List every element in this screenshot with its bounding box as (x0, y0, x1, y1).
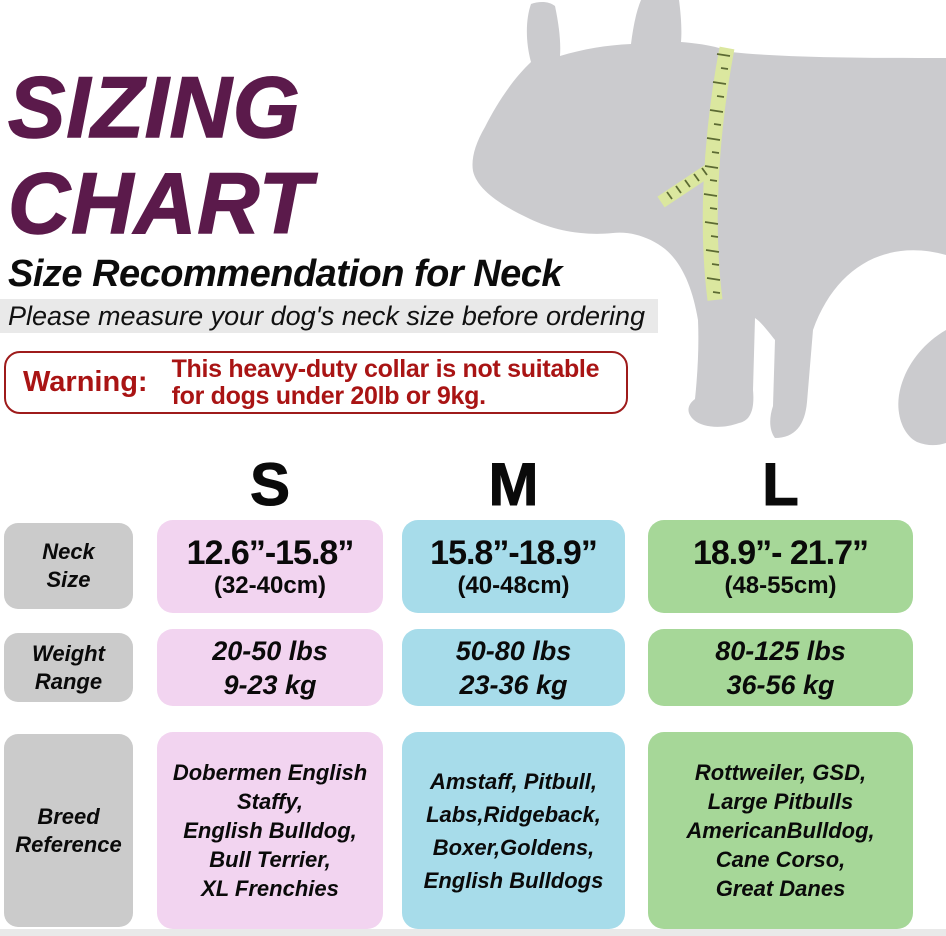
breed-line: Labs,Ridgeback, (426, 801, 601, 827)
subtitle: Size Recommendation for Neck (8, 253, 563, 295)
cell-neck-size-m: 15.8”-18.9” (40-48cm) (402, 520, 625, 613)
breed-line: Boxer,Goldens, (432, 834, 595, 860)
weight-lbs: 80-125 lbs (715, 635, 846, 666)
breed-line: Staffy, (236, 789, 304, 814)
title-line-1: SIZING (7, 59, 301, 157)
cell-weight-range-l: 80-125 lbs 36-56 kg (648, 629, 913, 706)
row-label-neck-size: Neck Size (4, 523, 133, 609)
row-label-weight-range: Weight Range (4, 633, 133, 702)
warning-label: Warning: (23, 366, 148, 398)
breed-line: Cane Corso, (715, 847, 846, 872)
weight-kg: 36-56 kg (726, 669, 835, 700)
neck-size-inches: 18.9”- 21.7” (692, 534, 869, 572)
dog-silhouette-with-measuring-tape-icon (472, 0, 946, 446)
row-label-breed-reference: Breed Reference (4, 734, 133, 927)
cell-weight-range-s: 20-50 lbs 9-23 kg (157, 629, 383, 706)
breed-line: Bull Terrier, (209, 847, 331, 872)
breed-line: English Bulldog, (183, 818, 357, 843)
cell-neck-size-s: 12.6”-15.8” (32-40cm) (157, 520, 383, 613)
neck-size-inches: 12.6”-15.8” (186, 534, 355, 572)
weight-lbs: 50-80 lbs (455, 635, 572, 666)
breed-line: English Bulldogs (423, 867, 604, 893)
column-header-m: M (488, 451, 539, 519)
weight-kg: 9-23 kg (223, 669, 317, 700)
warning-box: Warning: This heavy-duty collar is not s… (4, 351, 628, 414)
cell-weight-range-m: 50-80 lbs 23-36 kg (402, 629, 625, 706)
breed-line: Large Pitbulls (707, 789, 854, 814)
weight-kg: 23-36 kg (459, 669, 568, 700)
weight-lbs: 20-50 lbs (212, 635, 328, 666)
warning-line-1: This heavy-duty collar is not suitable (171, 354, 600, 383)
breed-line: Rottweiler, GSD, (694, 760, 867, 785)
breed-line: AmericanBulldog, (686, 818, 875, 843)
neck-size-inches: 15.8”-18.9” (430, 534, 598, 572)
title-line-2: CHART (7, 155, 313, 253)
cell-breed-reference-s: Dobermen English Staffy, English Bulldog… (157, 732, 383, 929)
warning-line-2: for dogs under 20lb or 9kg. (171, 381, 486, 410)
bottom-edge-strip (0, 929, 946, 936)
breed-line: XL Frenchies (201, 876, 339, 901)
cell-breed-reference-l: Rottweiler, GSD, Large Pitbulls American… (648, 732, 913, 929)
neck-size-cm: (48-55cm) (724, 572, 837, 599)
row-label-line: Reference (15, 831, 122, 857)
warning-text: This heavy-duty collar is not suitable f… (171, 354, 600, 410)
row-label-line: Neck (42, 539, 95, 564)
cell-neck-size-l: 18.9”- 21.7” (48-55cm) (648, 520, 913, 613)
row-label-line: Range (34, 668, 103, 694)
cell-breed-reference-m: Amstaff, Pitbull, Labs,Ridgeback, Boxer,… (402, 732, 625, 929)
neck-size-cm: (32-40cm) (213, 572, 327, 599)
neck-size-cm: (40-48cm) (457, 572, 570, 599)
page-title: SIZING CHART (7, 59, 313, 253)
row-label-line: Size (46, 567, 91, 592)
column-header-s: S (249, 451, 291, 519)
row-label-line: Breed (37, 803, 100, 829)
breed-line: Great Danes (715, 876, 846, 901)
column-header-l: L (762, 451, 800, 519)
measure-note: Please measure your dog's neck size befo… (0, 299, 658, 333)
breed-line: Amstaff, Pitbull, (429, 768, 598, 794)
breed-line: Dobermen English (172, 760, 368, 785)
row-label-line: Weight (32, 640, 105, 666)
